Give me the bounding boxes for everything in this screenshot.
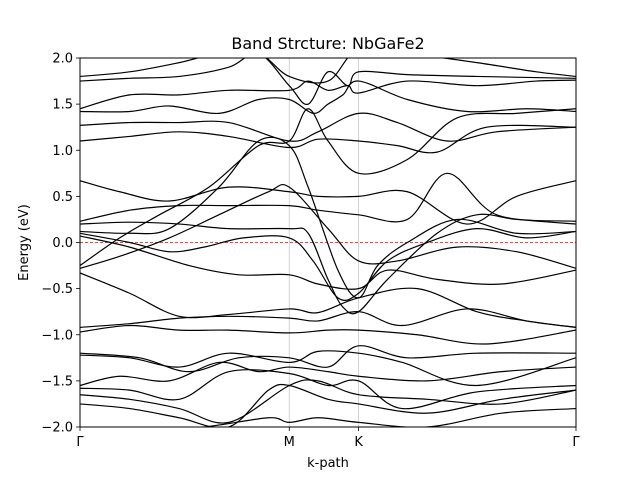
y-tick-label-8: 2.0: [52, 52, 73, 67]
y-tick-label-6: 1.0: [52, 144, 73, 159]
band-line-11: [80, 184, 576, 269]
band-line-6: [80, 345, 576, 373]
y-tick-label-3: −0.5: [41, 282, 73, 297]
bands-group: [80, 58, 576, 427]
band-line-9: [80, 272, 576, 328]
chart-title: Band Strcture: NbGaFe2: [231, 34, 424, 53]
x-tick-label-0: Γ: [76, 435, 84, 450]
band-line-21: [80, 79, 576, 110]
x-tick-label-3: Γ: [572, 435, 580, 450]
y-axis-label: Energy (eV): [17, 204, 32, 281]
band-line-3: [80, 369, 576, 410]
y-tick-label-7: 1.5: [52, 98, 73, 113]
y-tick-label-2: −1.0: [41, 328, 73, 343]
band-line-2: [80, 379, 576, 424]
band-line-18: [80, 124, 576, 154]
band-line-23: [80, 58, 576, 84]
band-line-5: [80, 350, 576, 387]
band-line-17: [80, 108, 576, 267]
band-line-19: [80, 112, 576, 142]
band-line-10: [80, 235, 576, 290]
band-line-15: [80, 172, 576, 223]
band-line-16: [80, 180, 576, 225]
band-line-1: [80, 383, 576, 427]
plot-area: −2.0 −1.5 −1.0 −0.5 0.0 0.5 1.0 1.5 2.0 Γ M K Γ: [41, 52, 580, 451]
y-tick-label-4: 0.0: [52, 236, 73, 251]
band-line-20: [80, 80, 576, 114]
y-tick-label-5: 0.5: [52, 190, 73, 205]
x-tick-label-2: K: [354, 435, 363, 450]
band-line-7: [80, 324, 576, 345]
band-line-12: [80, 228, 576, 301]
y-tick-label-1: −1.5: [41, 374, 73, 389]
band-line-13: [80, 136, 576, 299]
x-axis-label: k-path: [307, 456, 349, 471]
band-line-4: [80, 361, 576, 387]
band-line-0: [80, 407, 576, 427]
band-line-14: [80, 213, 576, 315]
y-tick-label-0: −2.0: [41, 421, 73, 436]
x-tick-label-1: M: [284, 435, 295, 450]
band-line-8: [80, 308, 576, 328]
band-line-22: [80, 58, 576, 105]
